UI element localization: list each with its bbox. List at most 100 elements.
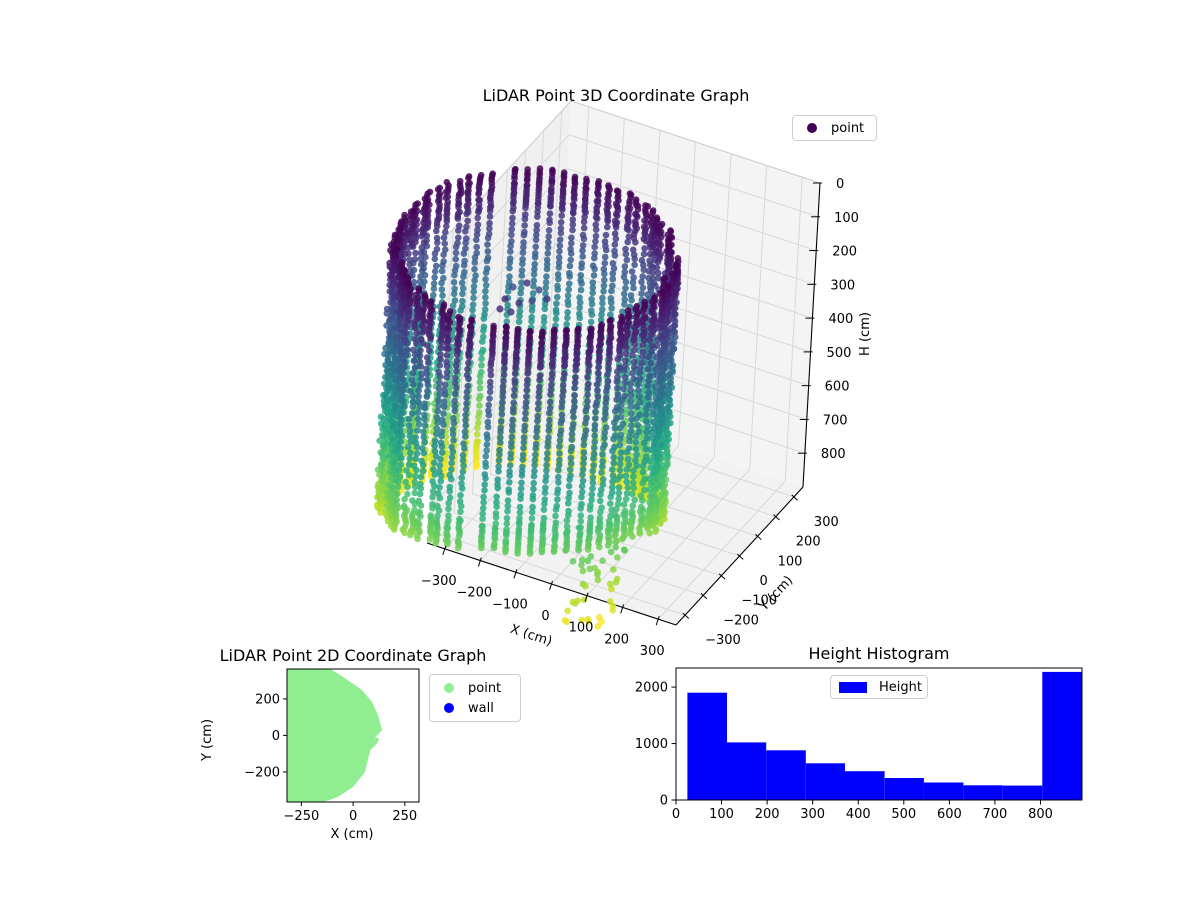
scatter-point [647,446,655,454]
scatter-point [392,390,399,398]
scatter-point [416,382,424,389]
scatter-point [535,399,542,407]
hist-bar [727,742,767,800]
scatter-point [381,421,389,429]
scatter-point [657,520,664,527]
scatter-point [614,355,622,363]
x-tick-label: 0 [672,807,680,822]
scatter-point [630,284,637,292]
scatter-point [452,362,460,370]
scatter-point [417,363,425,370]
scatter-point [397,444,405,452]
scatter-point [473,236,480,244]
y-tick-mark [773,514,780,521]
scatter-point [417,473,425,481]
scatter-point [460,250,468,257]
scatter-point [614,554,621,561]
scatter-point [390,407,398,415]
scatter-point [584,398,591,405]
scatter-point [449,448,457,456]
scatter-point [653,342,661,349]
scatter-point [627,397,634,405]
scatter-point [437,344,445,352]
scatter-point [617,424,624,432]
scatter-point [561,370,568,377]
scatter-point [542,279,550,286]
scatter-point [424,381,432,388]
scatter-point [380,478,387,485]
y-tick-label: 0 [272,729,280,744]
scatter-point [645,377,652,384]
scatter-point [472,272,479,279]
scatter-point [396,427,404,434]
scatter-point [561,617,569,624]
scatter-point [530,271,538,278]
scatter-point [431,268,439,275]
h-tick-label: 300 [830,278,855,293]
scatter-point [564,301,572,309]
scatter-point [468,317,475,325]
scatter-point [613,396,620,404]
2d-tick-labels: −250 0 250 −200 0 200 [244,692,417,824]
scatter-point [590,462,597,469]
scatter-point [438,432,445,440]
scatter-point [432,539,440,547]
scatter-point [608,287,615,295]
scatter-point [654,269,662,277]
height-swatch-icon [839,681,867,693]
scatter-point [397,438,405,446]
scatter-point [566,466,574,473]
scatter-point [596,614,603,621]
y-tick-label: 200 [255,692,280,707]
scatter-point [431,442,439,450]
scatter-point [614,476,621,483]
scatter-point [410,357,418,365]
scatter-point [658,490,666,498]
scatter-point [531,456,539,464]
scatter-point [661,337,668,344]
scatter-point [401,496,408,503]
scatter-point [404,346,411,354]
scatter-point [384,397,392,405]
x-tick-mark [584,592,589,602]
scatter-point [583,414,590,422]
scatter-point [620,501,628,508]
scatter-point [629,479,637,487]
scatter-point [649,269,656,276]
scatter-point [414,444,421,451]
scatter-point [578,493,585,501]
scatter-point [647,286,655,294]
scatter-point [599,557,606,564]
scatter-point [644,423,651,430]
3d-legend-entry-point: point [801,120,866,137]
scatter-point [401,403,408,410]
scatter-point [486,213,494,220]
scatter-point [462,411,469,419]
scatter-point [649,470,657,477]
scatter-point [476,373,484,380]
scatter-point [416,278,424,285]
scatter-point [636,369,643,376]
scatter-point [655,360,662,367]
scatter-point [569,216,577,223]
scatter-point [575,524,583,531]
scatter-point [518,472,526,479]
x-tick-mark [513,569,518,579]
y-tick-label: 200 [796,535,821,550]
scatter-point [611,241,619,248]
scatter-point [421,439,429,446]
x-tick-label: −300 [421,574,457,589]
scatter-point [589,474,597,481]
scatter-point [458,480,465,487]
scatter-point [545,238,552,246]
scatter-point [406,455,414,462]
scatter-point [474,424,481,432]
scatter-point [433,227,440,235]
scatter-point [661,343,669,350]
scatter-point [614,384,621,392]
hist-bar [923,782,964,800]
scatter-point [599,306,606,313]
scatter-point [498,405,506,412]
scatter-point [595,376,602,383]
